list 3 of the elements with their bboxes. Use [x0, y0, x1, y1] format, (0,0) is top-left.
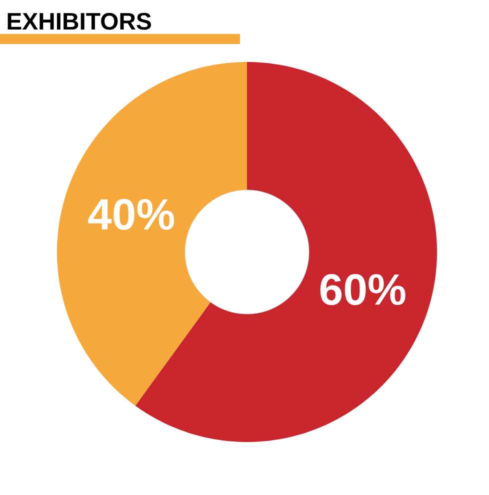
data-label: 60% — [320, 274, 406, 306]
chart-title: EXHIBITORS — [8, 12, 151, 30]
data-label: 40% — [88, 198, 174, 230]
